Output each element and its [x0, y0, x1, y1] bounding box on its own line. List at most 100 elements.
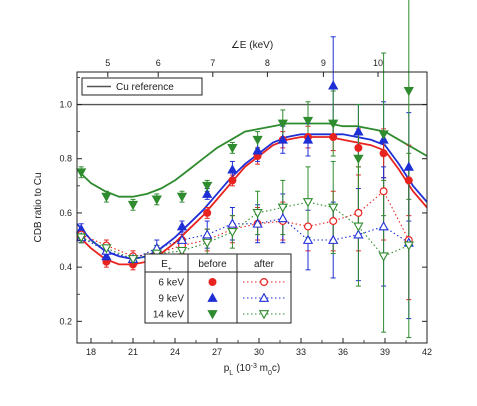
point-2-12	[378, 130, 389, 140]
legend-after-marker-0	[260, 278, 269, 287]
point-1-1	[101, 250, 112, 261]
plot-frame	[76, 71, 428, 344]
point-2-5	[202, 181, 213, 192]
point-3-12	[379, 187, 388, 196]
top-tick-label-1: 6	[156, 58, 161, 68]
point-0-13	[404, 176, 413, 185]
y-tick-label-4: 1.0	[59, 100, 72, 110]
legend-header-before: before	[198, 259, 227, 270]
legend-table: E+ before after 6 keV 9 keV 14 keV	[144, 253, 292, 324]
x-label-open: (10	[236, 363, 251, 374]
point-2-6	[227, 143, 238, 154]
point-4-6	[227, 218, 238, 228]
point-0-11	[354, 143, 363, 152]
point-4-4	[176, 234, 188, 244]
top-tick-label-0: 5	[105, 58, 110, 68]
top-axis-label: ∠E (keV)	[231, 40, 273, 51]
y-tick-label-2: 0.6	[59, 208, 72, 218]
point-5-10	[328, 203, 339, 213]
legend-before-marker-0	[208, 278, 217, 287]
point-5-8	[277, 203, 288, 213]
x-label-close: c)	[272, 363, 280, 374]
point-1-10	[328, 80, 339, 90]
x-tick-label-0: 18	[86, 347, 96, 357]
point-0-12	[379, 149, 388, 158]
point-1-8	[277, 134, 288, 144]
x-tick-label-2: 24	[170, 347, 180, 357]
point-1-13	[403, 161, 414, 171]
point-1-5	[202, 188, 213, 198]
legend-before-marker-1	[207, 292, 218, 302]
x-label-p: p	[224, 363, 230, 374]
axes: 18 21 24 27 30 33 36 39 42 0.2 0.4 0.6 0.8 1.0 5 6 7 8 9 10	[59, 58, 432, 357]
point-4-11	[353, 229, 364, 239]
y-tick-label-3: 0.8	[59, 154, 72, 164]
x-tick-label-4: 30	[254, 347, 264, 357]
point-4-8	[277, 213, 288, 223]
top-tick-label-3: 8	[265, 58, 270, 68]
y-axis-label: CDB ratio to Cu	[33, 172, 44, 242]
legend-row-label-2: 14 keV	[153, 310, 184, 321]
data-markers	[76, 80, 414, 269]
point-4-10	[328, 234, 339, 244]
point-1-9	[302, 134, 314, 144]
x-tick-label-3: 27	[212, 347, 222, 357]
fit-curve-2	[76, 122, 428, 198]
point-1-7	[252, 145, 263, 155]
x-label-sub: L	[229, 370, 233, 377]
point-5-9	[302, 198, 314, 208]
point-1-11	[353, 126, 364, 136]
top-tick-label-4: 9	[321, 58, 326, 68]
point-2-0	[76, 168, 87, 178]
top-tick-label-5: 10	[373, 58, 383, 68]
point-4-12	[378, 221, 389, 231]
reference-legend-label: Cu reference	[116, 82, 174, 93]
point-2-1	[101, 192, 112, 202]
point-5-6	[227, 227, 238, 238]
legend-header-energy: E+	[161, 259, 172, 273]
after-line-5	[80, 201, 410, 260]
point-5-7	[252, 209, 263, 219]
point-4-7	[252, 218, 263, 228]
point-2-9	[302, 116, 314, 127]
x-label-exp: -3	[251, 363, 257, 370]
legend-row-label-0: 6 keV	[158, 278, 184, 289]
point-3-10	[329, 217, 338, 226]
x-tick-label-7: 39	[380, 347, 390, 357]
reference-legend: Cu reference	[81, 77, 203, 96]
top-tick-label-2: 7	[210, 58, 215, 68]
point-5-5	[202, 238, 213, 249]
reference-legend-box	[81, 77, 203, 96]
point-2-10	[328, 119, 339, 129]
legend-header-after: after	[254, 259, 275, 270]
legend-header-energy-main: E	[161, 259, 168, 270]
point-5-1	[101, 244, 112, 254]
x-tick-label-5: 33	[296, 347, 306, 357]
point-5-11	[353, 222, 364, 232]
x-tick-label-8: 42	[422, 347, 432, 357]
x-label-m-sub: 0	[268, 370, 272, 377]
legend-before-marker-2	[207, 310, 218, 320]
legend-after-marker-2	[258, 310, 270, 320]
x-axis-label: pL (10-3 m0c)	[224, 363, 281, 377]
point-5-4	[176, 246, 188, 257]
y-tick-label-1: 0.4	[59, 262, 72, 272]
legend-header-energy-sub: +	[168, 266, 172, 273]
point-2-11	[353, 154, 364, 165]
point-2-2	[127, 200, 139, 211]
point-5-0	[76, 233, 87, 243]
x-tick-label-6: 36	[338, 347, 348, 357]
point-2-3	[151, 195, 162, 205]
point-0-6	[228, 176, 237, 185]
point-2-13	[403, 87, 414, 97]
point-2-7	[252, 135, 263, 146]
point-0-10	[329, 133, 338, 142]
point-4-5	[202, 229, 213, 239]
x-tick-label-1: 21	[128, 347, 138, 357]
legend-row-label-1: 9 keV	[158, 294, 184, 305]
point-3-9	[304, 222, 313, 231]
point-5-2	[127, 255, 139, 265]
after-line-4	[80, 217, 410, 260]
point-1-6	[227, 164, 238, 174]
